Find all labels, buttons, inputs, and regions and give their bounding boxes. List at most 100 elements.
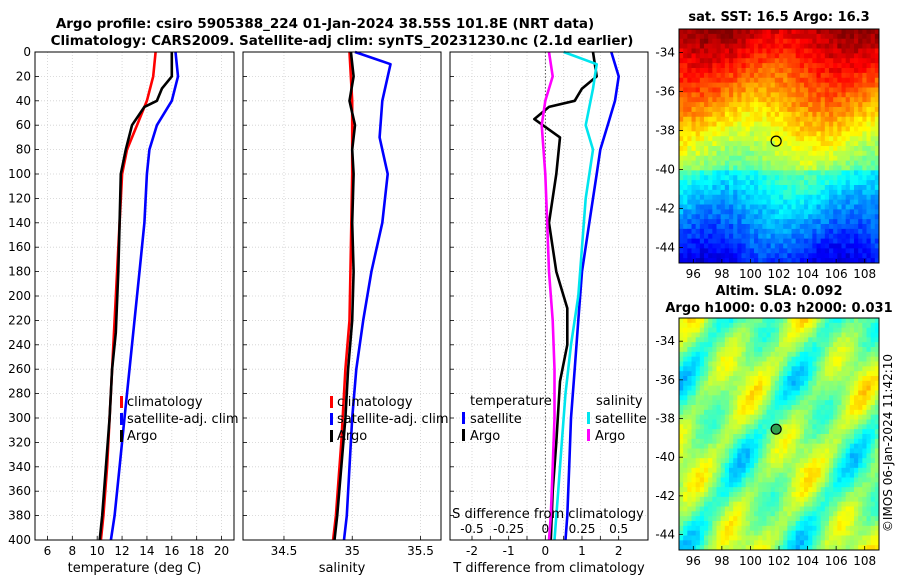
map-cell	[820, 199, 826, 205]
map-cell	[733, 77, 738, 84]
map-cell	[737, 224, 742, 230]
map-cell	[799, 366, 805, 372]
map-cell	[866, 342, 872, 348]
map-cell	[820, 530, 826, 536]
map-cell	[724, 511, 730, 517]
map-cell	[745, 238, 751, 244]
map-cell	[691, 77, 697, 84]
map-cell	[683, 390, 688, 396]
map-cell	[754, 356, 759, 362]
map-cell	[841, 366, 847, 372]
map-cell	[829, 463, 834, 469]
map-cell	[749, 243, 755, 249]
map-cell	[724, 126, 730, 132]
map-cell	[758, 390, 763, 396]
map-cell	[787, 506, 792, 512]
map-cell	[862, 337, 867, 343]
map-cell	[691, 448, 697, 454]
map-cell	[833, 395, 838, 401]
map-cell	[683, 219, 688, 225]
map-cell	[762, 545, 767, 551]
map-cell	[862, 318, 867, 324]
map-cell	[854, 429, 859, 435]
map-cell	[708, 429, 713, 435]
map-cell	[804, 160, 809, 166]
map-cell	[808, 155, 813, 162]
map-cell	[808, 521, 813, 527]
map-cell	[837, 136, 842, 142]
map-cell	[854, 141, 859, 147]
map-cell	[804, 390, 809, 396]
map-cell	[858, 121, 863, 127]
map-cell	[779, 253, 784, 259]
map-cell	[758, 385, 763, 391]
map-cell	[708, 97, 713, 103]
y-tick-label: -34	[655, 45, 675, 59]
map-cell	[779, 82, 784, 88]
map-cell	[758, 351, 763, 358]
map-cell	[858, 180, 863, 186]
map-cell	[795, 53, 801, 59]
map-cell	[799, 414, 805, 420]
map-cell	[858, 472, 863, 478]
x-tick-label: 0	[542, 544, 550, 558]
map-cell	[733, 29, 738, 35]
map-cell	[737, 472, 742, 478]
map-cell	[854, 233, 859, 240]
map-cell	[774, 43, 780, 49]
map-cell	[729, 385, 734, 391]
map-cell	[824, 199, 830, 205]
map-cell	[837, 97, 842, 103]
map-cell	[845, 189, 851, 196]
map-cell	[816, 87, 822, 93]
map-cell	[874, 342, 880, 348]
map-cell	[837, 521, 842, 527]
map-cell	[708, 72, 713, 79]
map-cell	[870, 409, 876, 416]
map-cell	[729, 467, 734, 474]
map-cell	[812, 228, 817, 235]
map-cell	[733, 238, 738, 244]
map-cell	[808, 136, 813, 142]
map-cell	[770, 199, 776, 205]
map-cell	[812, 337, 817, 343]
map-cell	[720, 482, 726, 488]
map-cell	[770, 82, 776, 88]
series-line-argo-temperature-	[533, 51, 598, 541]
map-cell	[704, 376, 709, 382]
map-cell	[829, 185, 834, 191]
map-cell	[687, 189, 692, 196]
map-cell	[716, 487, 722, 493]
map-cell	[708, 332, 713, 338]
map-cell	[704, 228, 709, 235]
map-cell	[679, 371, 684, 377]
map-cell	[854, 390, 859, 396]
map-cell	[837, 29, 842, 35]
map-cell	[708, 448, 713, 454]
map-cell	[704, 545, 709, 551]
map-cell	[841, 224, 847, 230]
map-cell	[862, 199, 867, 205]
map-cell	[729, 33, 734, 40]
map-cell	[854, 448, 859, 454]
map-cell	[683, 258, 688, 264]
map-cell	[737, 487, 742, 493]
map-cell	[808, 318, 813, 324]
map-cell	[816, 43, 822, 49]
map-cell	[724, 43, 730, 49]
map-cell	[862, 107, 867, 113]
map-cell	[733, 414, 738, 420]
map-cell	[874, 496, 880, 503]
map-cell	[862, 141, 867, 147]
map-cell	[683, 87, 688, 93]
map-cell	[816, 487, 822, 493]
map-cell	[754, 472, 759, 478]
map-cell	[824, 482, 830, 488]
map-cell	[716, 189, 722, 196]
map-cell	[854, 33, 859, 40]
map-title: sat. SST: 16.5 Argo: 16.3	[688, 10, 869, 25]
map-cell	[683, 530, 688, 536]
map-cell	[729, 342, 734, 348]
map-cell	[774, 414, 780, 420]
map-cell	[854, 111, 859, 118]
